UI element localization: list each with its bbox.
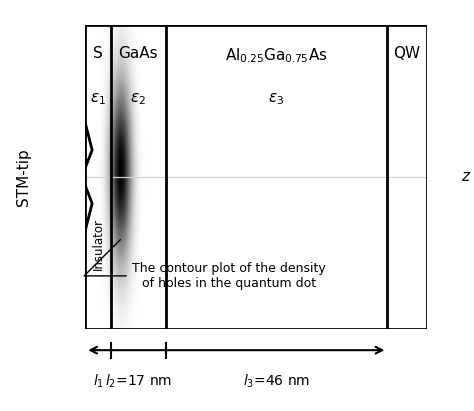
Text: QW: QW [393, 46, 420, 61]
Text: GaAs: GaAs [118, 46, 158, 61]
Text: $\varepsilon_3$: $\varepsilon_3$ [268, 92, 284, 107]
Text: $l_1$: $l_1$ [92, 372, 104, 390]
Text: The contour plot of the density
of holes in the quantum dot: The contour plot of the density of holes… [84, 240, 326, 290]
Text: z: z [461, 169, 469, 184]
Text: S: S [93, 46, 103, 61]
Text: STM-tip: STM-tip [16, 148, 31, 206]
Text: Al$_{0.25}$Ga$_{0.75}$As: Al$_{0.25}$Ga$_{0.75}$As [225, 46, 328, 65]
Text: $l_2$=17 nm: $l_2$=17 nm [105, 372, 172, 390]
Text: $l_3$=46 nm: $l_3$=46 nm [243, 372, 310, 390]
Text: Insulator: Insulator [91, 218, 105, 270]
Text: $\varepsilon_2$: $\varepsilon_2$ [130, 92, 146, 107]
Text: $\varepsilon_1$: $\varepsilon_1$ [90, 92, 106, 107]
